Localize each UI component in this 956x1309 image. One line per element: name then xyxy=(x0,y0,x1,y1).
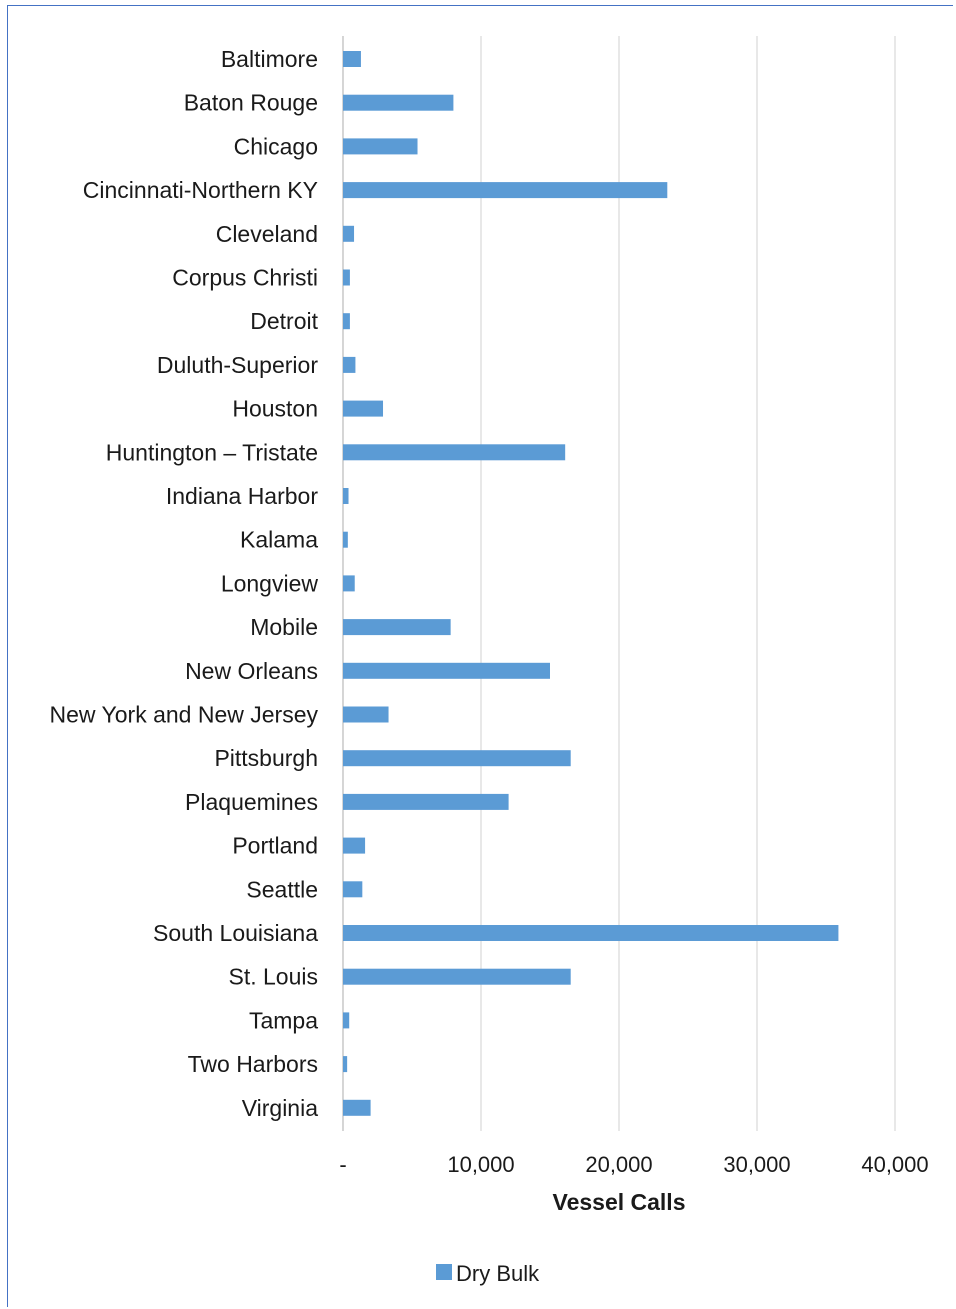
category-label: Seattle xyxy=(246,876,318,902)
bar-longview xyxy=(343,575,355,592)
bar-baltimore xyxy=(343,51,361,67)
bar-houston xyxy=(343,400,384,417)
category-label: Cincinnati-Northern KY xyxy=(83,177,318,203)
category-label: Corpus Christi xyxy=(172,265,318,291)
bar-new-orleans xyxy=(343,662,550,679)
gridlines xyxy=(342,36,896,1131)
bar-cincinnati-northern-ky xyxy=(343,182,668,199)
category-label: Huntington – Tristate xyxy=(106,439,318,465)
x-tick-labels: - 10,000 20,000 30,000 40,000 xyxy=(339,1152,928,1177)
category-label: Longview xyxy=(221,570,319,596)
category-label: Portland xyxy=(232,833,318,859)
bar-two-harbors xyxy=(343,1056,348,1073)
bar-huntington-tristate xyxy=(343,444,566,461)
bar-tampa xyxy=(343,1012,350,1029)
bar-cleveland xyxy=(343,225,355,242)
x-tick-label: - xyxy=(339,1152,346,1177)
category-label: Duluth-Superior xyxy=(157,352,318,378)
category-label: Mobile xyxy=(250,614,318,640)
bar-st-louis xyxy=(343,968,571,985)
category-label: Two Harbors xyxy=(188,1051,318,1077)
category-label: Baltimore xyxy=(221,46,318,72)
bars xyxy=(343,51,839,1116)
bar-new-york-and-new-jersey xyxy=(343,706,389,723)
bar-pittsburgh xyxy=(343,750,571,767)
bar-south-louisiana xyxy=(343,925,839,941)
x-tick-label: 40,000 xyxy=(861,1152,928,1177)
legend-label-dry-bulk: Dry Bulk xyxy=(456,1261,540,1286)
bar-seattle xyxy=(343,881,363,898)
bar-indiana-harbor xyxy=(343,488,349,504)
category-label: New York and New Jersey xyxy=(50,702,319,728)
bar-virginia xyxy=(343,1099,371,1116)
bar-plaquemines xyxy=(343,793,509,810)
bar-detroit xyxy=(343,313,350,330)
x-tick-label: 10,000 xyxy=(447,1152,514,1177)
bar-chicago xyxy=(343,138,418,155)
category-label: Cleveland xyxy=(216,221,318,247)
x-axis-title: Vessel Calls xyxy=(553,1189,686,1215)
bar-corpus-christi xyxy=(343,269,350,286)
category-label: Pittsburgh xyxy=(214,745,318,771)
bar-portland xyxy=(343,837,366,854)
category-label: Baton Rouge xyxy=(184,90,318,116)
category-label: New Orleans xyxy=(185,658,318,684)
category-label: Tampa xyxy=(249,1007,318,1033)
bar-mobile xyxy=(343,619,451,636)
category-label: Kalama xyxy=(240,527,318,553)
category-label: St. Louis xyxy=(229,964,319,990)
bar-kalama xyxy=(343,531,348,548)
legend: Dry Bulk xyxy=(436,1261,540,1286)
category-label: South Louisiana xyxy=(153,920,318,946)
category-label: Plaquemines xyxy=(185,789,318,815)
bar-duluth-superior xyxy=(343,356,356,373)
legend-swatch-dry-bulk xyxy=(436,1264,452,1280)
category-label: Houston xyxy=(232,396,318,422)
x-tick-label: 30,000 xyxy=(723,1152,790,1177)
x-tick-label: 20,000 xyxy=(585,1152,652,1177)
bar-baton-rouge xyxy=(343,94,454,111)
category-label: Virginia xyxy=(242,1095,318,1121)
chart-frame xyxy=(7,5,953,1307)
category-label: Chicago xyxy=(234,133,318,159)
category-labels: Baltimore Baton Rouge Chicago Cincinnati-No… xyxy=(50,46,319,1121)
category-label: Detroit xyxy=(250,308,318,334)
category-label: Indiana Harbor xyxy=(166,483,318,509)
